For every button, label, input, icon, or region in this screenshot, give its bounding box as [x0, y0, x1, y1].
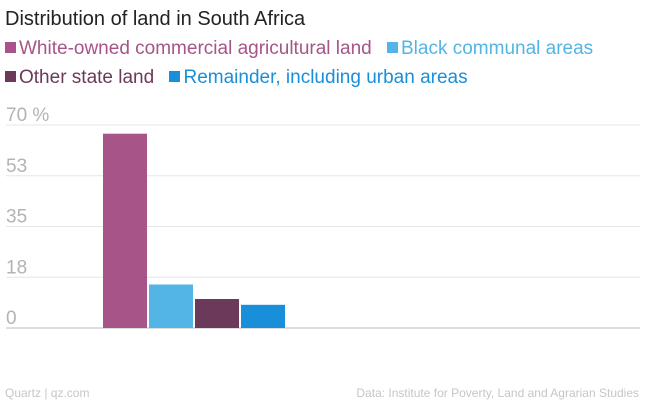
y-tick-label: 35: [6, 207, 27, 228]
legend-item-other-state: Other state land: [5, 66, 154, 90]
bar-white-owned-commercial-agricultural-land: [103, 133, 147, 328]
legend-item-black-communal: Black communal areas: [386, 37, 594, 61]
y-tick-label: 53: [6, 156, 27, 177]
data-source: Data: Institute for Poverty, Land and Ag…: [356, 386, 639, 400]
bar-remainder-including-urban-areas: [241, 304, 285, 328]
bar-black-communal-areas: [149, 284, 193, 328]
legend-row-2: Other state land Remainder, including ur…: [5, 66, 478, 90]
legend-label-remainder: Remainder, including urban areas: [183, 67, 468, 88]
chart-title: Distribution of land in South Africa: [5, 8, 306, 30]
bar-other-state-land: [195, 299, 239, 328]
source-credit: Quartz | qz.com: [5, 386, 90, 400]
legend-swatch-black-communal: [386, 42, 398, 53]
y-tick-label: 0: [6, 308, 17, 329]
legend-label-black-communal: Black communal areas: [400, 38, 594, 59]
legend-swatch-white-owned: [5, 42, 16, 53]
legend-label-other-state: Other state land: [19, 67, 155, 88]
legend-label-white-owned: White-owned commercial agricultural land: [19, 38, 372, 59]
y-tick-label: 70 %: [6, 105, 49, 126]
legend-swatch-remainder: [169, 71, 181, 82]
legend-row-1: White-owned commercial agricultural land…: [5, 37, 603, 61]
legend-item-white-owned: White-owned commercial agricultural land: [5, 37, 372, 61]
legend-item-remainder: Remainder, including urban areas: [169, 66, 468, 90]
y-tick-label: 18: [6, 257, 27, 278]
legend-swatch-other-state: [5, 71, 16, 82]
